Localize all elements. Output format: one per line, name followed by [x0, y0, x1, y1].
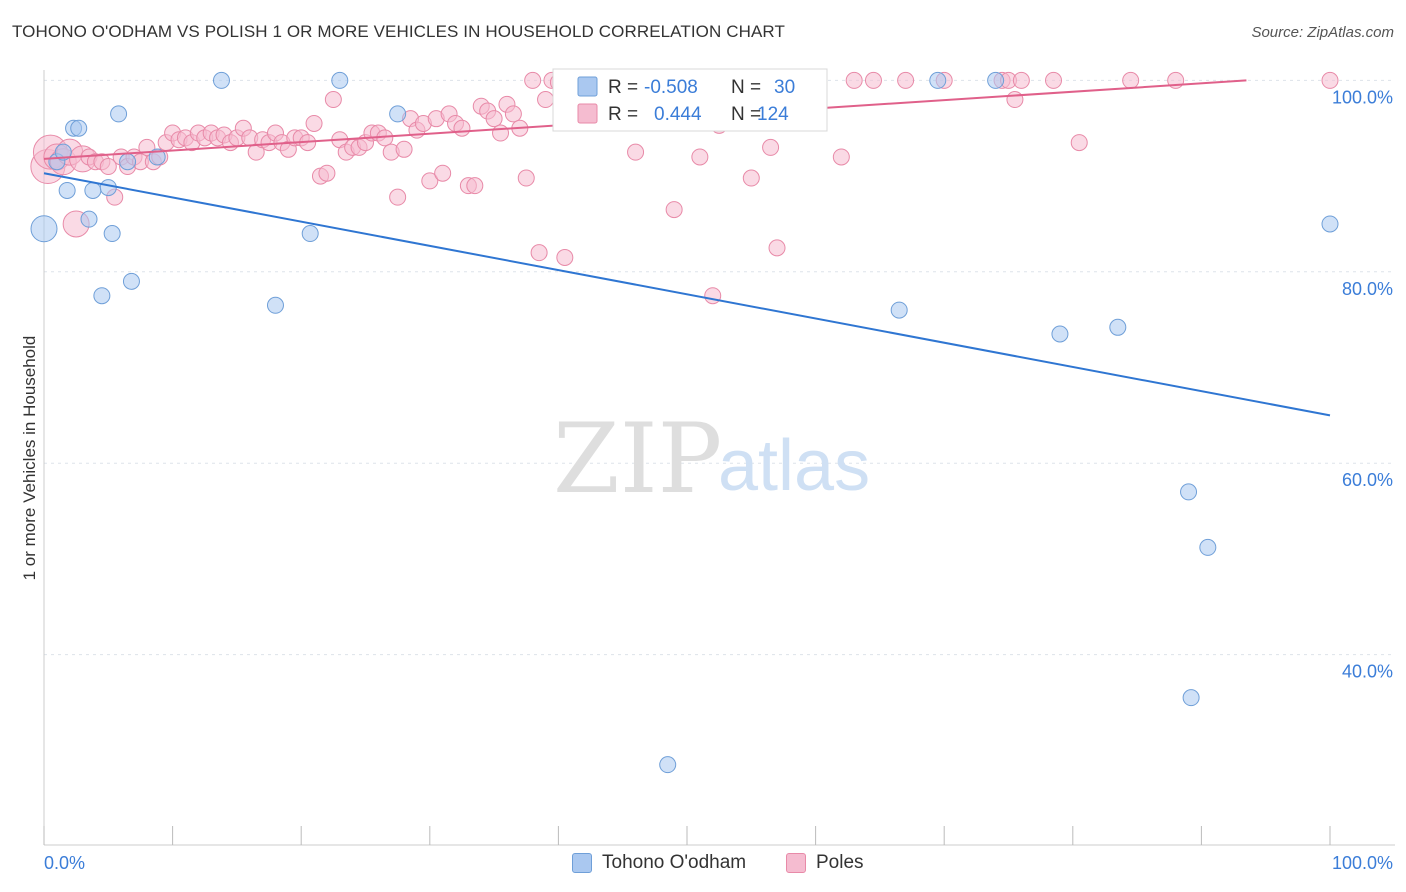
tohono-point	[84, 181, 102, 199]
poles-point	[318, 164, 336, 182]
y-axis-label: 1 or more Vehicles in Household	[20, 336, 39, 581]
tohono-point	[93, 287, 111, 305]
y-tick-label: 60.0%	[1342, 470, 1393, 490]
tohono-point	[110, 105, 128, 123]
poles-point	[742, 169, 760, 187]
watermark-atlas: atlas	[718, 426, 870, 506]
y-tick-label: 80.0%	[1342, 279, 1393, 299]
tohono-point	[301, 225, 319, 243]
poles-point	[389, 188, 407, 206]
poles-point	[704, 287, 722, 305]
stats-blue-r-value: -0.508	[644, 77, 698, 98]
tohono-point	[54, 143, 72, 161]
poles-point	[691, 148, 709, 166]
tohono-point	[389, 105, 407, 123]
poles-point	[434, 164, 452, 182]
stats-pink-n-label: N =	[731, 104, 761, 125]
tohono-point	[122, 272, 140, 290]
poles-point	[665, 201, 683, 219]
poles-point	[1122, 71, 1140, 89]
tohono-point	[30, 215, 58, 243]
stats-swatch-blue	[577, 76, 598, 97]
tohono-point	[148, 148, 166, 166]
stats-pink-r-label: R =	[608, 104, 638, 125]
tohono-point	[99, 179, 117, 197]
tohono-point	[266, 296, 284, 314]
poles-point	[395, 140, 413, 158]
legend-poles: Poles	[786, 852, 864, 874]
tohono-point	[929, 71, 947, 89]
y-tick-label: 100.0%	[1332, 87, 1393, 107]
poles-point	[324, 91, 342, 109]
stats-pink-n-value: 124	[757, 104, 789, 125]
y-tick-labels: 40.0% 60.0% 80.0% 100.0%	[1332, 87, 1393, 681]
poles-point	[485, 110, 503, 128]
legend-label-poles: Poles	[816, 852, 864, 873]
tohono-point	[1180, 483, 1198, 501]
poles-point	[492, 124, 510, 142]
poles-point	[524, 71, 542, 89]
poles-point	[1045, 71, 1063, 89]
tohono-point	[890, 301, 908, 319]
poles-point	[832, 148, 850, 166]
stats-legend: R = -0.508 N = 30 R = 0.444 N = 124	[552, 68, 828, 132]
poles-point	[627, 143, 645, 161]
poles-point	[768, 239, 786, 257]
tohono-point	[103, 225, 121, 243]
poles-point	[530, 244, 548, 262]
tohono-point	[119, 153, 137, 171]
x-tick-labels: 0.0% 100.0%	[44, 853, 1393, 873]
poles-point	[537, 91, 555, 109]
poles-point	[1070, 134, 1088, 152]
stats-swatch-pink	[577, 103, 598, 124]
tohono-point	[212, 71, 230, 89]
tohono-point	[70, 119, 88, 137]
poles-point	[466, 177, 484, 195]
poles-point	[762, 138, 780, 156]
legend-tohono: Tohono O'odham	[572, 852, 746, 874]
poles-point	[1006, 91, 1024, 109]
poles-point	[845, 71, 863, 89]
tohono-trend-line	[43, 172, 1331, 417]
tohono-point	[58, 181, 76, 199]
tohono-point	[1109, 318, 1127, 336]
poles-point	[421, 172, 439, 190]
tohono-point	[80, 210, 98, 228]
poles-point	[1321, 71, 1339, 89]
poles-point	[99, 158, 117, 176]
x-tick-label: 0.0%	[44, 853, 85, 873]
tohono-point	[987, 71, 1005, 89]
watermark-zip: ZIP	[553, 403, 722, 515]
tohono-point	[1051, 325, 1069, 343]
poles-point	[517, 169, 535, 187]
legend-swatch-blue	[572, 853, 592, 873]
poles-point	[1012, 71, 1030, 89]
stats-blue-n-label: N =	[731, 77, 761, 98]
poles-point	[453, 119, 471, 137]
x-tick-label: 100.0%	[1332, 853, 1393, 873]
tohono-point	[1182, 689, 1200, 707]
tohono-point	[331, 71, 349, 89]
poles-point	[897, 71, 915, 89]
poles-point	[504, 105, 522, 123]
stats-blue-n-value: 30	[774, 77, 795, 98]
chart-title: TOHONO O'ODHAM VS POLISH 1 OR MORE VEHIC…	[12, 22, 785, 41]
stats-pink-r-value: 0.444	[654, 104, 702, 125]
tohono-point	[659, 756, 677, 774]
tohono-point	[1321, 215, 1339, 233]
legend-swatch-pink	[786, 853, 806, 873]
watermark: ZIP atlas	[553, 403, 870, 515]
grid-lines	[44, 79, 1395, 656]
poles-point	[556, 248, 574, 266]
axes	[43, 70, 1395, 846]
y-tick-label: 40.0%	[1342, 662, 1393, 682]
stats-blue-r-label: R =	[608, 77, 638, 98]
legend-label-tohono: Tohono O'odham	[602, 852, 747, 873]
source-label: Source: ZipAtlas.com	[1251, 24, 1394, 41]
poles-point	[305, 114, 323, 132]
tohono-point	[1199, 538, 1217, 556]
poles-point	[864, 71, 882, 89]
